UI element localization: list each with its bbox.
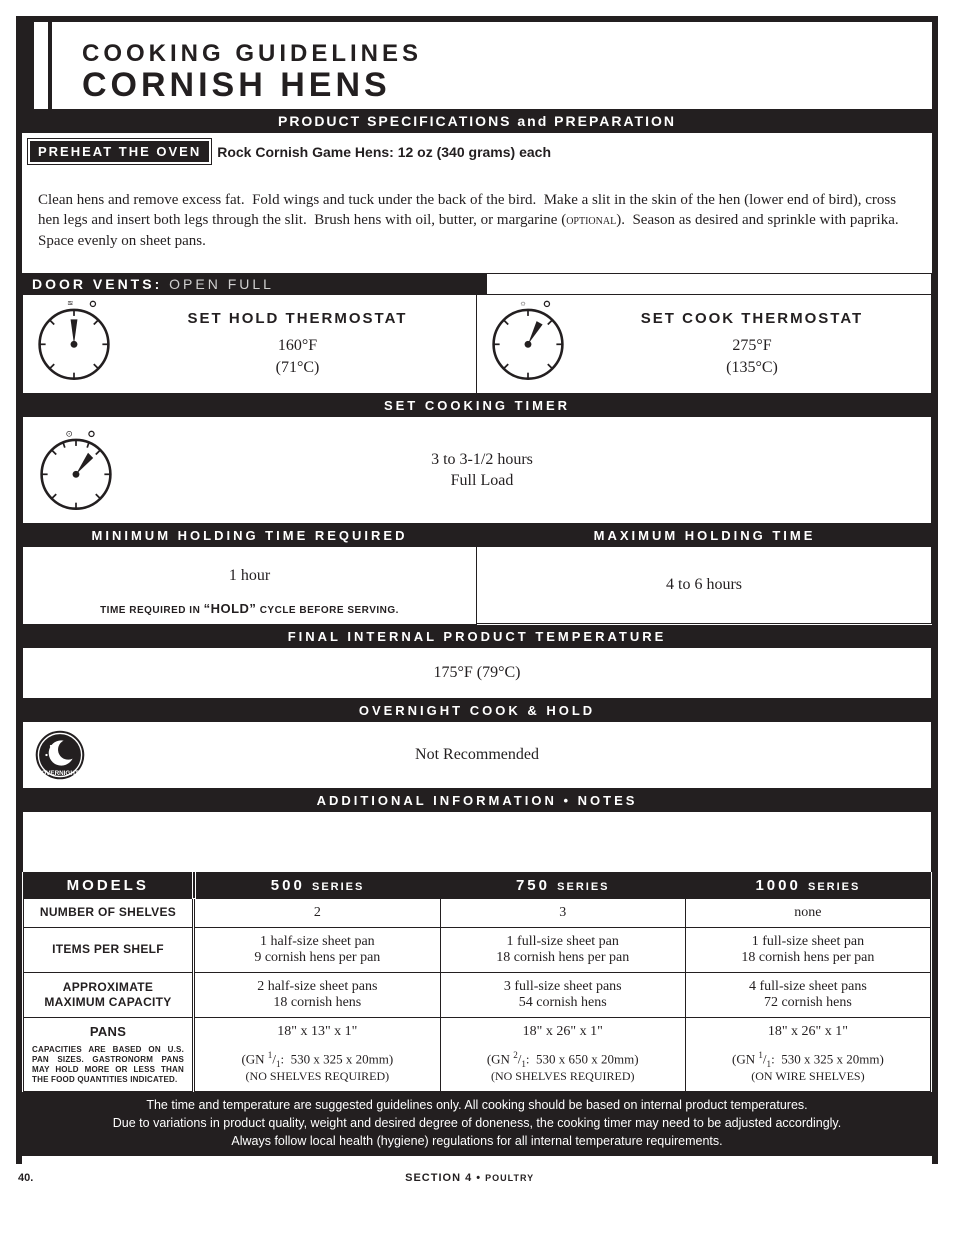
min-hold-panel: MINIMUM HOLDING TIME REQUIRED 1 hour TIM… bbox=[22, 524, 477, 625]
overnight-icon: OVERNIGHT bbox=[33, 728, 87, 782]
cell: 1 half-size sheet pan9 cornish hens per … bbox=[254, 934, 380, 965]
svg-text:☼: ☼ bbox=[519, 299, 526, 308]
row-items: ITEMS PER SHELF 1 half-size sheet pan9 c… bbox=[24, 927, 931, 972]
final-temp-value: 175°F (79°C) bbox=[22, 648, 932, 699]
cook-thermostat-title: SET COOK THERMOSTAT bbox=[581, 303, 923, 335]
cell: 2 half-size sheet pans18 cornish hens bbox=[257, 979, 377, 1010]
cook-gauge-icon: ☼ bbox=[485, 297, 571, 383]
gn-note-1000: (ON WIRE SHELVES) bbox=[692, 1069, 924, 1084]
pans-label: PANS bbox=[30, 1024, 186, 1043]
min-hold-value: 1 hour bbox=[23, 565, 476, 587]
gn-500: (GN 1/1: 530 x 325 x 20mm) bbox=[201, 1050, 434, 1069]
hold-thermostat-text: SET HOLD THERMOSTAT 160°F (71°C) bbox=[127, 303, 468, 378]
thermostat-row: ≋ SET HOLD THERMOSTAT 160°F (71°C) bbox=[22, 295, 932, 394]
notes-area bbox=[22, 812, 932, 872]
pan-size-500: 18" x 13" x 1" bbox=[201, 1024, 434, 1040]
cook-temp-c: (135°C) bbox=[581, 357, 923, 379]
gn-note-500: (NO SHELVES REQUIRED) bbox=[201, 1069, 434, 1084]
prep-text: Clean hens and remove excess fat. Fold w… bbox=[38, 192, 902, 249]
page-title: CORNISH HENS bbox=[82, 66, 932, 105]
series-750: 750 SERIES bbox=[440, 872, 685, 898]
timer-bar: SET COOKING TIMER bbox=[22, 394, 932, 417]
models-header: MODELS bbox=[24, 872, 194, 898]
gn-note-750: (NO SHELVES REQUIRED) bbox=[447, 1069, 679, 1084]
row-capacity: APPROXIMATEMAXIMUM CAPACITY 2 half-size … bbox=[24, 972, 931, 1017]
svg-text:≋: ≋ bbox=[67, 299, 73, 308]
final-temp-title: FINAL INTERNAL PRODUCT TEMPERATURE bbox=[22, 625, 932, 648]
page-frame: COOKING GUIDELINES CORNISH HENS PRODUCT … bbox=[16, 16, 938, 1164]
page-number: 40. bbox=[18, 1172, 33, 1184]
pan-size-750: 18" x 26" x 1" bbox=[447, 1024, 679, 1040]
svg-text:OVERNIGHT: OVERNIGHT bbox=[41, 769, 79, 776]
door-vents-spacer bbox=[487, 273, 933, 295]
pan-size-1000: 18" x 26" x 1" bbox=[692, 1024, 924, 1040]
row-shelves: NUMBER OF SHELVES 2 3 none bbox=[24, 898, 931, 927]
door-vents-label: DOOR VENTS: OPEN FULL bbox=[22, 273, 487, 295]
holding-row: MINIMUM HOLDING TIME REQUIRED 1 hour TIM… bbox=[22, 524, 932, 625]
overnight-title: OVERNIGHT COOK & HOLD bbox=[22, 699, 932, 722]
cell: 1 full-size sheet pan18 cornish hens per… bbox=[741, 934, 874, 965]
product-spec: Rock Cornish Game Hens: 12 oz (340 grams… bbox=[217, 144, 551, 160]
max-hold-panel: MAXIMUM HOLDING TIME 4 to 6 hours bbox=[477, 524, 932, 625]
page-footer: 40. SECTION 4 • POULTRY bbox=[0, 1164, 954, 1204]
hold-thermostat-title: SET HOLD THERMOSTAT bbox=[127, 303, 468, 335]
overnight-panel: OVERNIGHT Not Recommended bbox=[22, 722, 932, 789]
disclaimer: The time and temperature are suggested g… bbox=[22, 1092, 932, 1156]
timer-text: 3 to 3-1/2 hours Full Load bbox=[129, 449, 921, 492]
models-table: MODELS 500 SERIES 750 SERIES 1000 SERIES… bbox=[23, 872, 931, 1092]
cook-temp-f: 275°F bbox=[581, 335, 923, 357]
min-hold-title: MINIMUM HOLDING TIME REQUIRED bbox=[22, 524, 477, 547]
timer-gauge-icon: ⊙ bbox=[33, 427, 119, 513]
gn-1000: (GN 1/1: 530 x 325 x 20mm) bbox=[692, 1050, 924, 1069]
series-500: 500 SERIES bbox=[194, 872, 441, 898]
timer-line2: Full Load bbox=[129, 470, 835, 492]
timer-line1: 3 to 3-1/2 hours bbox=[129, 449, 835, 471]
cook-thermostat-text: SET COOK THERMOSTAT 275°F (135°C) bbox=[581, 303, 923, 378]
models-header-row: MODELS 500 SERIES 750 SERIES 1000 SERIES bbox=[24, 872, 931, 898]
preheat-pill: PREHEAT THE OVEN bbox=[28, 139, 211, 164]
spec-line: PREHEAT THE OVEN Rock Cornish Game Hens:… bbox=[22, 133, 932, 170]
pans-fineprint: CAPACITIES ARE BASED ON U.S. PAN SIZES. … bbox=[30, 1043, 186, 1085]
overnight-value: Not Recommended bbox=[87, 744, 931, 766]
hold-thermostat-panel: ≋ SET HOLD THERMOSTAT 160°F (71°C) bbox=[22, 295, 477, 394]
door-vents-key: DOOR VENTS: bbox=[32, 276, 162, 292]
max-hold-value: 4 to 6 hours bbox=[477, 574, 931, 596]
hold-temp-f: 160°F bbox=[127, 335, 468, 357]
cell: 4 full-size sheet pans72 cornish hens bbox=[749, 979, 867, 1010]
cook-thermostat-panel: ☼ SET COOK THERMOSTAT 275°F (135°C) bbox=[477, 295, 932, 394]
title-block: COOKING GUIDELINES CORNISH HENS bbox=[20, 22, 932, 109]
series-1000: 1000 SERIES bbox=[685, 872, 930, 898]
spec-section-bar: PRODUCT SPECIFICATIONS and PREPARATION bbox=[22, 109, 932, 133]
section-label: SECTION 4 • POULTRY bbox=[405, 1172, 534, 1184]
hold-gauge-icon: ≋ bbox=[31, 297, 117, 383]
prep-instructions: Clean hens and remove excess fat. Fold w… bbox=[22, 170, 932, 273]
row-pans: PANS CAPACITIES ARE BASED ON U.S. PAN SI… bbox=[24, 1017, 931, 1091]
gn-750: (GN 2/1: 530 x 650 x 20mm) bbox=[447, 1050, 679, 1069]
cell: 1 full-size sheet pan18 cornish hens per… bbox=[496, 934, 629, 965]
door-vents-value: OPEN FULL bbox=[169, 276, 274, 292]
svg-text:⊙: ⊙ bbox=[66, 429, 73, 439]
hold-temp-c: (71°C) bbox=[127, 357, 468, 379]
kicker: COOKING GUIDELINES bbox=[82, 40, 932, 68]
cell: 3 full-size sheet pans54 cornish hens bbox=[504, 979, 622, 1010]
min-hold-note: TIME REQUIRED IN “HOLD” CYCLE BEFORE SER… bbox=[23, 587, 476, 624]
notes-title: ADDITIONAL INFORMATION • NOTES bbox=[22, 789, 932, 812]
max-hold-title: MAXIMUM HOLDING TIME bbox=[477, 524, 932, 547]
timer-panel: ⊙ 3 to 3-1/2 hours Full Load bbox=[22, 417, 932, 524]
door-vents-bar: DOOR VENTS: OPEN FULL bbox=[22, 273, 932, 295]
